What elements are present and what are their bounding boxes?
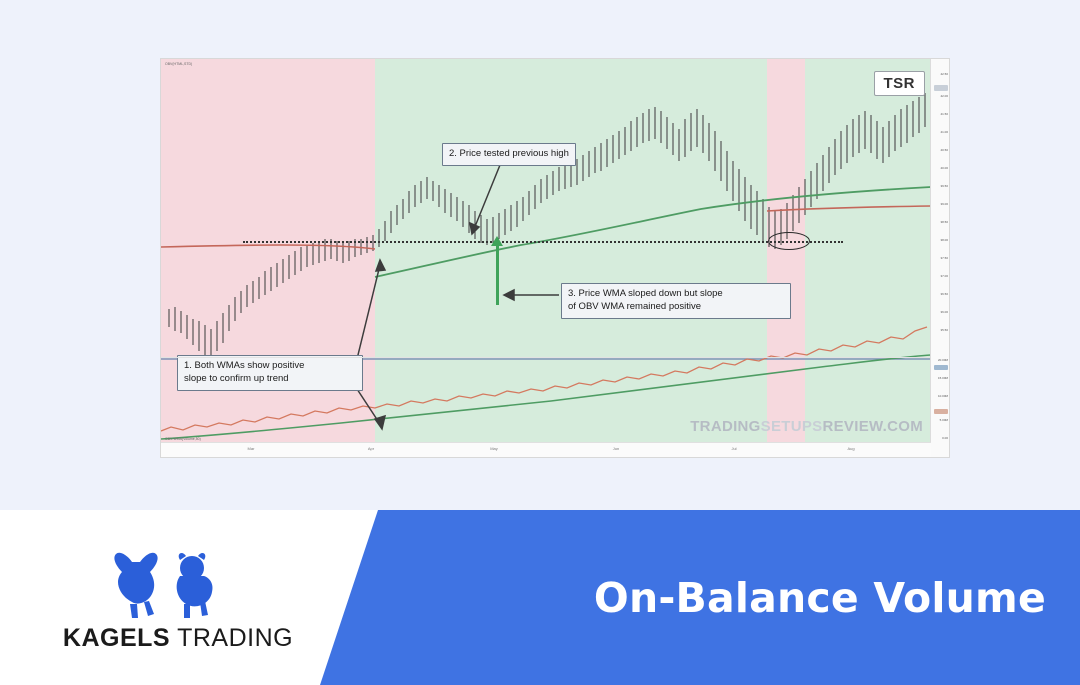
- obv-tick: 20.00M: [937, 358, 948, 362]
- time-axis[interactable]: Mar Apr May Jun Jul Aug: [161, 442, 931, 457]
- ticker-badge: TSR: [873, 71, 925, 96]
- chart-container: 1. Both WMAs show positive slope to conf…: [160, 58, 950, 458]
- price-tick: 42.50: [940, 72, 948, 76]
- time-tick: Jul: [731, 446, 737, 451]
- price-axis[interactable]: 42.50 42.00 41.50 41.00 40.50 40.00 39.5…: [930, 59, 949, 457]
- green-up-arrow-marker: [491, 236, 503, 305]
- brand-wordmark: KAGELS TRADING: [38, 624, 318, 653]
- obv-tick: 15.00M: [937, 376, 948, 380]
- brand-trading: TRADING: [170, 624, 294, 652]
- retest-ellipse-marker: [768, 232, 810, 250]
- brand-kagels: KAGELS: [62, 624, 171, 652]
- watermark-mid: SETUPS: [760, 418, 823, 435]
- footer-title: On-Balance Volume: [593, 574, 1046, 622]
- annotation-1: 1. Both WMAs show positive slope to conf…: [177, 355, 363, 391]
- time-tick: Apr: [367, 446, 375, 451]
- annotation-2: 2. Price tested previous high: [442, 143, 576, 166]
- footer-blue-shape: [320, 510, 1080, 685]
- price-tick: 36.50: [940, 292, 948, 296]
- watermark: TRADINGSETUPSREVIEW.COM: [690, 418, 923, 435]
- zone-bearish-left: [161, 59, 375, 457]
- resistance-dotted-line: [243, 241, 843, 243]
- obv-tick: 0.00: [942, 436, 948, 440]
- price-tick: 41.00: [940, 130, 948, 134]
- obv-tick: 5.00M: [939, 418, 948, 422]
- price-tick: 39.50: [940, 184, 948, 188]
- time-tick: Aug: [847, 446, 855, 451]
- price-tick: 38.50: [940, 220, 948, 224]
- time-tick: Jun: [612, 446, 620, 451]
- price-tick: 35.50: [940, 328, 948, 332]
- footer-band: On-Balance Volume KAGELS TRADING: [0, 510, 1080, 685]
- zone-bullish-right: [805, 59, 931, 457]
- price-tick: 37.00: [940, 274, 948, 278]
- price-tick: 40.50: [940, 148, 948, 152]
- bull-bear-icon: [114, 552, 213, 618]
- top-background: 1. Both WMAs show positive slope to conf…: [160, 58, 950, 458]
- watermark-suffix: REVIEW.COM: [822, 418, 923, 435]
- price-tick: 40.00: [940, 166, 948, 170]
- watermark-prefix: TRADING: [690, 418, 761, 435]
- time-tick: May: [490, 446, 498, 451]
- price-tick: 39.00: [940, 202, 948, 206]
- price-tick: 36.00: [940, 310, 948, 314]
- chart-bottom-left-label: OBV-WMA(Volume,50): [165, 437, 201, 441]
- price-tick: 37.50: [940, 256, 948, 260]
- zone-bullish-main: [375, 59, 767, 457]
- pane-separator: [161, 357, 931, 358]
- chart-plot-area: 1. Both WMAs show positive slope to conf…: [161, 59, 949, 457]
- footer-blue-panel: [0, 510, 1080, 685]
- obv-zero-badge: [934, 365, 948, 370]
- price-last-value-badge: [934, 85, 948, 91]
- chart-top-left-label: OBV(HTML,STD): [165, 62, 193, 66]
- obv-tick: 10.00M: [937, 394, 948, 398]
- time-tick: Mar: [247, 446, 255, 451]
- brand-logo[interactable]: KAGELS TRADING: [38, 546, 318, 656]
- price-tick: 38.00: [940, 238, 948, 242]
- annotation-3: 3. Price WMA sloped down but slope of OB…: [561, 283, 791, 319]
- price-tick: 41.50: [940, 112, 948, 116]
- price-tick: 42.00: [940, 94, 948, 98]
- zone-bearish-pullback: [767, 59, 805, 457]
- obv-last-value-badge: [934, 409, 948, 414]
